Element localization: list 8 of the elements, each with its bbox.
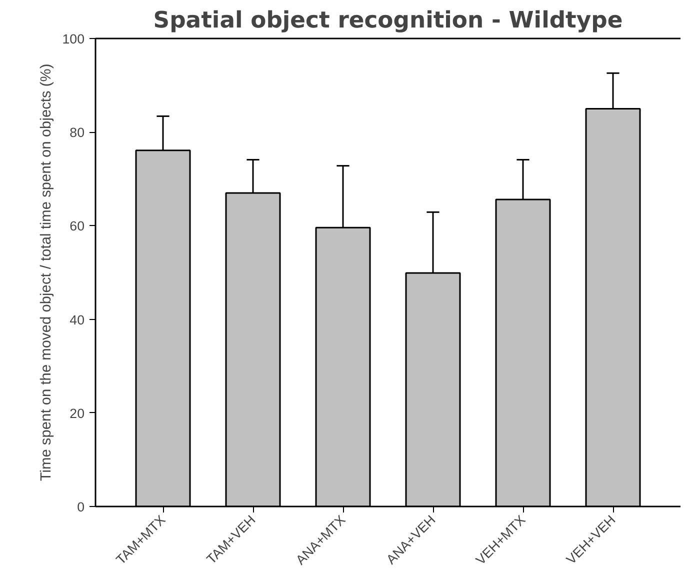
chart-title: Spatial object recognition - Wildtype xyxy=(153,8,623,34)
y-tick-label: 100 xyxy=(62,32,85,46)
y-tick-label: 0 xyxy=(77,500,85,514)
y-tick-label: 20 xyxy=(70,406,85,421)
y-tick-label: 80 xyxy=(70,125,85,140)
y-tick-label: 40 xyxy=(70,312,85,328)
y-tick-label: 60 xyxy=(70,218,85,234)
y-axis-title: Time spent on the moved object / total time spent on objects (%) xyxy=(38,64,54,482)
